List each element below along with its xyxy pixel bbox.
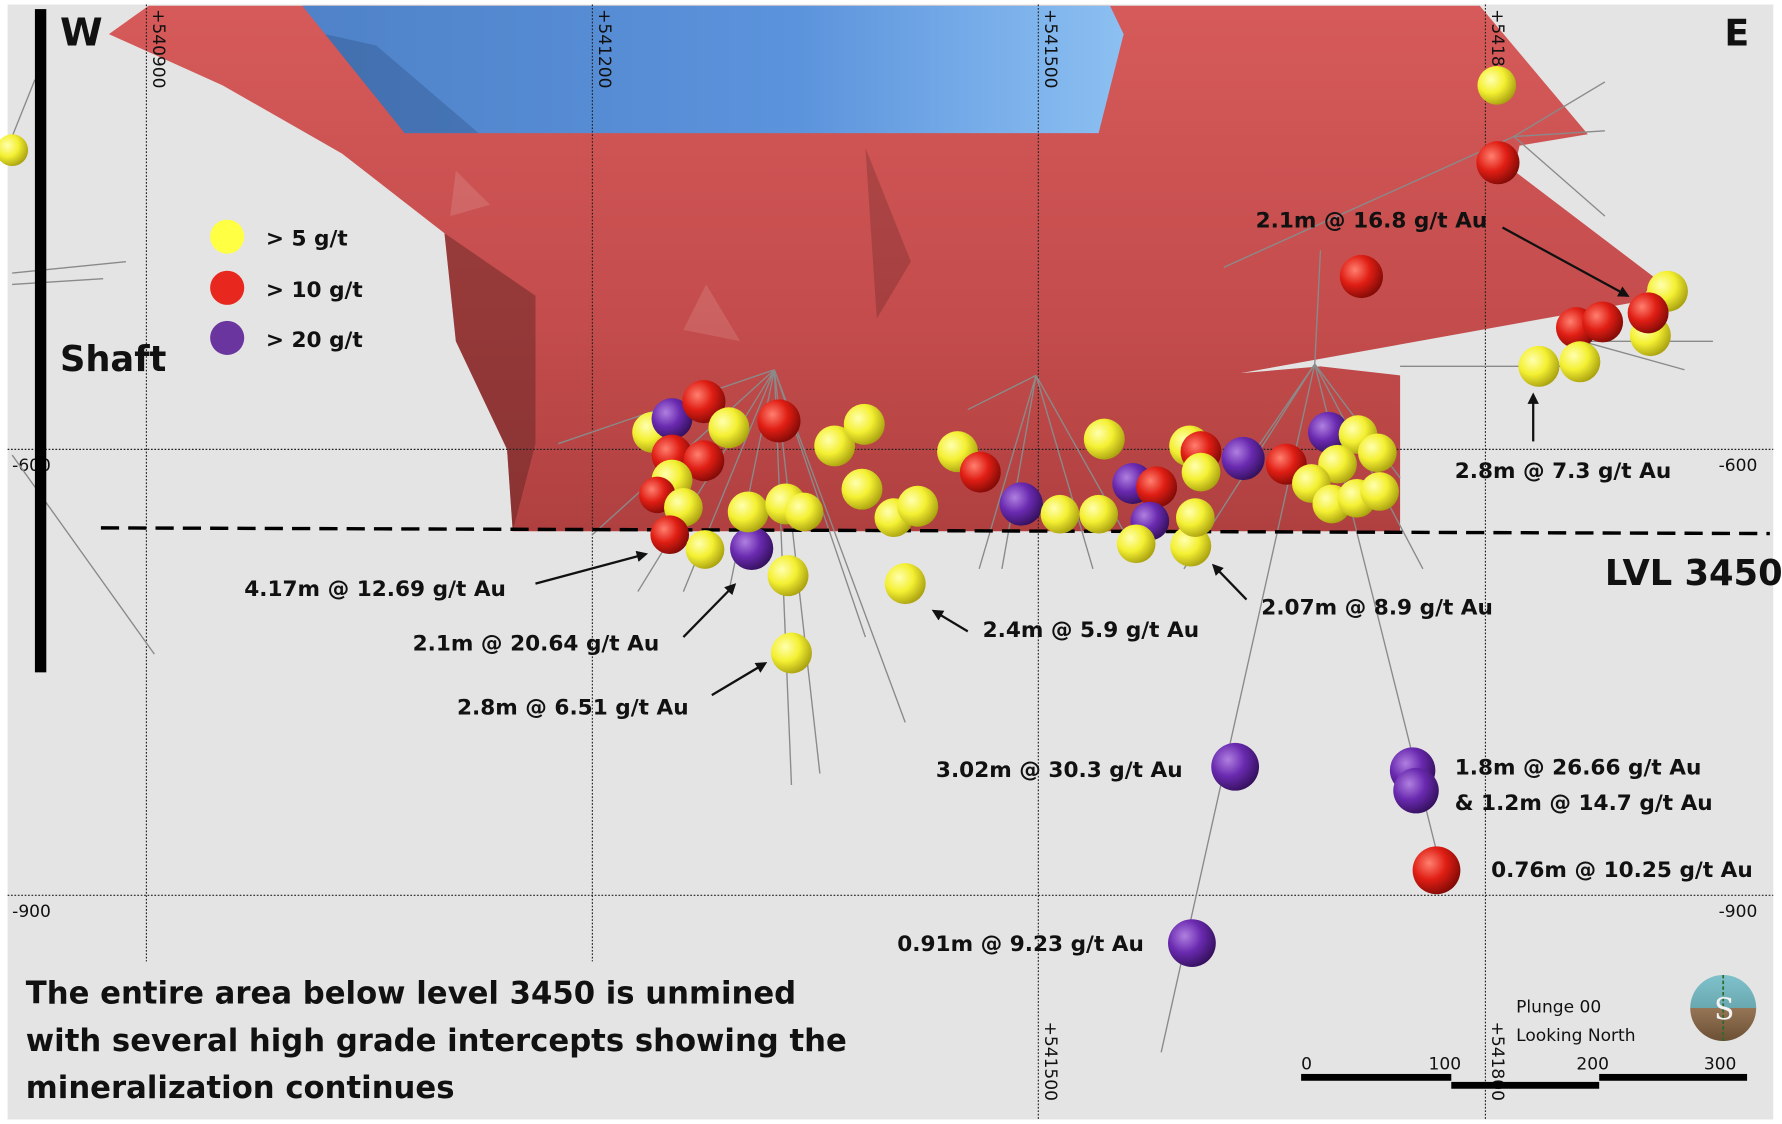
intercept-label: 2.4m @ 5.9 g/t Au <box>983 618 1200 643</box>
elevation-label: -900 <box>1719 902 1758 922</box>
svg-text:200: 200 <box>1576 1054 1609 1074</box>
legend-label: > 5 g/t <box>266 227 348 252</box>
sample-marker <box>650 515 690 555</box>
easting-label: +541800 <box>1487 1022 1507 1101</box>
intercept-annotations: 2.1m @ 16.8 g/t Au 2.8m @ 7.3 g/t Au 4.1… <box>244 209 1753 958</box>
intercept-label: 2.8m @ 7.3 g/t Au <box>1455 459 1672 484</box>
legend: > 5 g/t > 10 g/t > 20 g/t <box>210 219 363 355</box>
intercept-label: 1.8m @ 26.66 g/t Au <box>1455 756 1702 781</box>
looking-direction-label: Looking North <box>1516 1026 1635 1046</box>
east-label: E <box>1724 12 1749 55</box>
elevation-label: -900 <box>12 902 51 922</box>
sample-marker <box>1518 345 1560 387</box>
sample-marker <box>1116 524 1156 564</box>
legend-swatch-yellow <box>210 219 245 254</box>
easting-label: +541500 <box>1040 1022 1060 1101</box>
sample-marker <box>767 555 809 597</box>
legend-label: > 20 g/t <box>266 328 363 353</box>
sample-marker <box>843 403 885 445</box>
mined-stope-shape <box>302 5 1124 134</box>
sample-marker <box>727 491 769 533</box>
level-3450-line <box>100 526 1770 536</box>
grid-lines <box>7 4 1774 1120</box>
sample-marker <box>708 407 750 449</box>
sample-marker <box>959 451 1001 493</box>
svg-text:The entire area below level 34: The entire area below level 3450 is unmi… <box>26 975 796 1011</box>
elevation-label: -600 <box>1719 456 1758 476</box>
svg-text:with several high grade interc: with several high grade intercepts showi… <box>26 1023 847 1059</box>
intercept-label: 2.8m @ 6.51 g/t Au <box>457 695 689 720</box>
sample-marker <box>1175 498 1215 537</box>
sample-marker <box>0 134 29 167</box>
sample-marker <box>999 482 1043 526</box>
legend-label: > 10 g/t <box>266 278 363 303</box>
sample-marker <box>1412 846 1461 895</box>
svg-text:mineralization continues: mineralization continues <box>26 1070 455 1106</box>
svg-text:300: 300 <box>1704 1054 1737 1074</box>
easting-label: +541200 <box>594 9 614 88</box>
sample-marker <box>1083 418 1125 460</box>
scale-bar: 0 100 200 300 <box>1301 1054 1748 1089</box>
svg-text:0: 0 <box>1301 1054 1312 1074</box>
sample-marker <box>897 485 939 527</box>
svg-text:S: S <box>1714 992 1734 1026</box>
sample-marker <box>1136 466 1178 508</box>
intercept-label: 4.17m @ 12.69 g/t Au <box>244 577 506 602</box>
sample-marker <box>683 440 725 482</box>
easting-label: +540900 <box>148 9 168 88</box>
legend-swatch-red <box>210 270 245 305</box>
intercept-label: 0.91m @ 9.23 g/t Au <box>897 932 1144 957</box>
intercept-label: 2.07m @ 8.9 g/t Au <box>1261 595 1493 620</box>
sample-marker <box>1211 742 1260 791</box>
sample-marker <box>770 632 812 674</box>
intercept-label: 3.02m @ 30.3 g/t Au <box>936 758 1183 783</box>
assay-samples <box>0 65 1688 968</box>
sample-marker <box>841 468 883 510</box>
intercept-label: 2.1m @ 20.64 g/t Au <box>413 632 660 657</box>
sample-marker <box>1476 141 1520 185</box>
sample-marker <box>1181 452 1221 492</box>
sample-marker <box>685 530 725 569</box>
sample-marker <box>651 398 693 440</box>
sample-marker <box>1040 494 1080 534</box>
sample-marker <box>682 379 726 424</box>
sample-marker <box>1360 472 1399 511</box>
sample-marker <box>1079 494 1118 534</box>
intercept-label: 2.1m @ 16.8 g/t Au <box>1256 209 1488 234</box>
shaft-line <box>34 9 47 673</box>
legend-swatch-purple <box>210 320 245 355</box>
easting-label: +541500 <box>1040 9 1060 88</box>
sample-marker <box>1339 254 1384 299</box>
sample-marker <box>1358 433 1397 473</box>
intercept-label: 0.76m @ 10.25 g/t Au <box>1491 858 1753 883</box>
plunge-label: Plunge 00 <box>1516 998 1601 1018</box>
sample-marker <box>1582 301 1624 343</box>
sample-marker <box>884 563 926 605</box>
intercept-label: & 1.2m @ 14.7 g/t Au <box>1455 791 1713 816</box>
west-label: W <box>60 11 103 56</box>
svg-text:100: 100 <box>1429 1054 1462 1074</box>
sample-marker <box>1393 767 1439 814</box>
shaft-label: Shaft <box>60 339 167 380</box>
sample-marker <box>814 425 856 467</box>
sample-marker <box>1477 65 1517 105</box>
sample-marker <box>1168 919 1216 968</box>
sample-marker <box>1559 341 1601 383</box>
orebody-shadow <box>444 233 536 532</box>
orientation-globe-icon: S <box>1690 974 1757 1041</box>
sample-marker <box>730 526 774 570</box>
sample-marker <box>1307 411 1349 453</box>
level-label: LVL 3450 <box>1605 553 1782 594</box>
sample-marker <box>1221 436 1265 481</box>
sample-marker <box>757 399 801 443</box>
sample-marker <box>1627 292 1669 334</box>
sample-marker <box>784 492 824 532</box>
caption: The entire area below level 3450 is unmi… <box>26 975 847 1105</box>
orebody-shape <box>108 5 1657 532</box>
